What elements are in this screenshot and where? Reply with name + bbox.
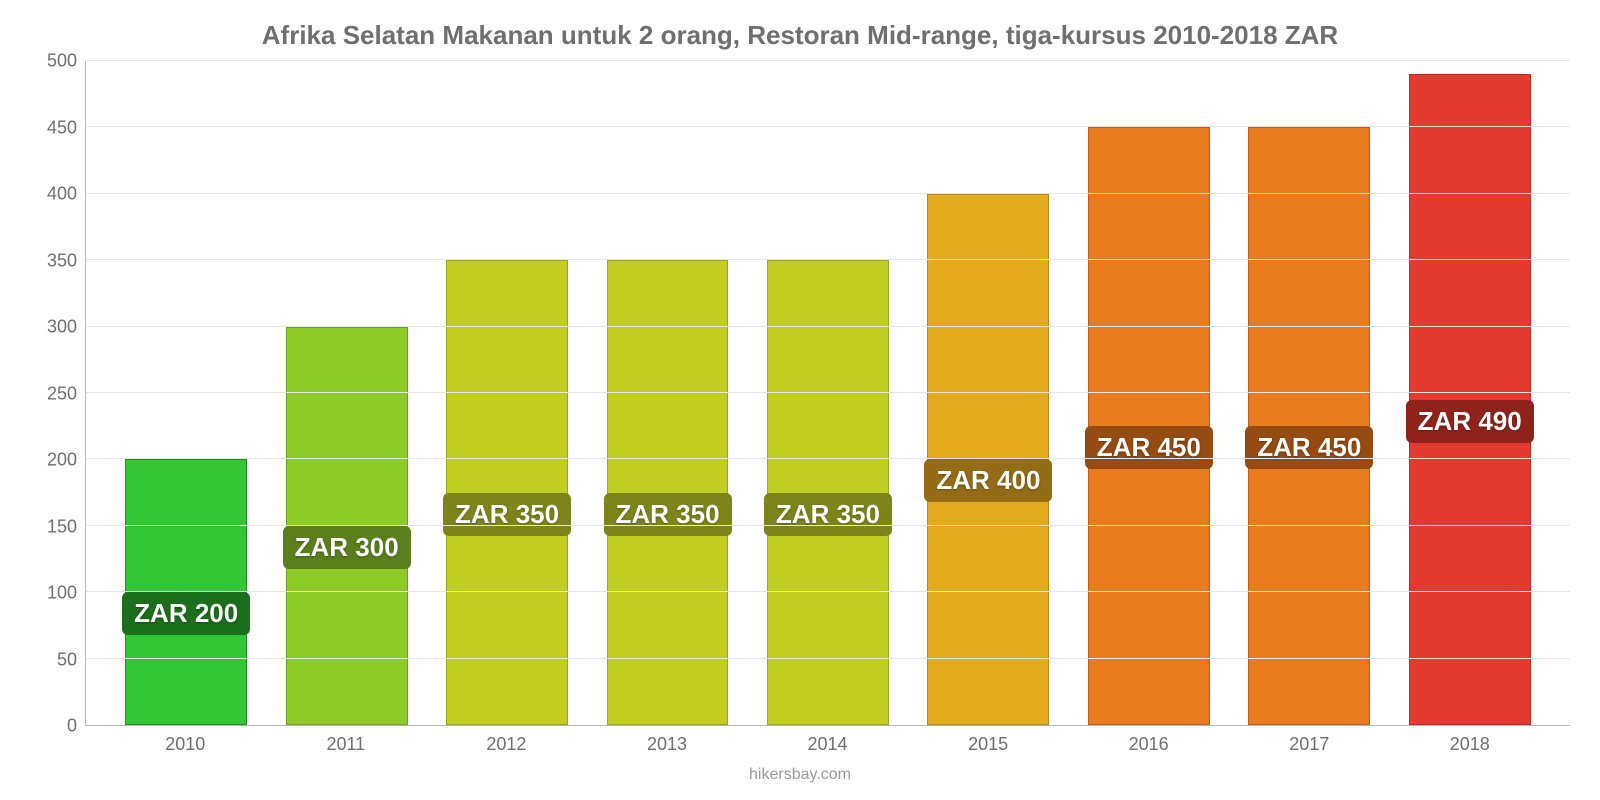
gridline [86,458,1570,459]
bar: ZAR 400 [927,194,1049,725]
x-tick-label: 2017 [1229,726,1390,766]
y-tick-label: 200 [47,450,77,471]
x-tick-label: 2014 [747,726,908,766]
bar-value-label: ZAR 450 [1245,426,1373,469]
y-axis: 050100150200250300350400450500 [30,61,85,726]
bar: ZAR 450 [1088,127,1210,725]
x-tick-label: 2018 [1390,726,1551,766]
y-tick-label: 150 [47,516,77,537]
gridline [86,326,1570,327]
bar-slot: ZAR 350 [748,61,908,725]
bar: ZAR 350 [607,260,729,725]
gridline [86,60,1570,61]
gridline [86,658,1570,659]
bar-value-label: ZAR 400 [924,459,1052,502]
y-tick-label: 350 [47,250,77,271]
bar: ZAR 490 [1409,74,1531,725]
bar-value-label: ZAR 450 [1085,426,1213,469]
x-tick-label: 2010 [105,726,266,766]
x-axis: 201020112012201320142015201620172018 [30,726,1570,766]
gridline [86,259,1570,260]
x-tick-label: 2016 [1068,726,1229,766]
chart-container: Afrika Selatan Makanan untuk 2 orang, Re… [0,0,1600,800]
y-tick-label: 400 [47,184,77,205]
x-tick-label: 2013 [587,726,748,766]
chart-footer: hikersbay.com [30,766,1570,790]
bar-value-label: ZAR 350 [764,493,892,536]
bar-slot: ZAR 490 [1390,61,1550,725]
plot-area: ZAR 200ZAR 300ZAR 350ZAR 350ZAR 350ZAR 4… [85,61,1570,726]
gridline [86,392,1570,393]
bar-value-label: ZAR 300 [283,526,411,569]
gridline [86,591,1570,592]
bar-value-label: ZAR 350 [603,493,731,536]
gridline [86,126,1570,127]
y-tick-label: 500 [47,51,77,72]
y-tick-label: 250 [47,383,77,404]
bar-slot: ZAR 200 [106,61,266,725]
bar-slot: ZAR 400 [908,61,1068,725]
bar: ZAR 350 [446,260,568,725]
bars-layer: ZAR 200ZAR 300ZAR 350ZAR 350ZAR 350ZAR 4… [86,61,1570,725]
bar-value-label: ZAR 350 [443,493,571,536]
bar-value-label: ZAR 200 [122,592,250,635]
x-tick-label: 2015 [908,726,1069,766]
y-tick-label: 300 [47,317,77,338]
gridline [86,525,1570,526]
bar-value-label: ZAR 490 [1406,400,1534,443]
y-tick-label: 0 [67,716,77,737]
y-tick-label: 450 [47,117,77,138]
y-tick-label: 100 [47,583,77,604]
y-tick-label: 50 [57,649,77,670]
bar-slot: ZAR 450 [1069,61,1229,725]
bar-slot: ZAR 450 [1229,61,1389,725]
bar: ZAR 200 [125,459,247,725]
x-tick-label: 2011 [266,726,427,766]
plot-row: 050100150200250300350400450500 ZAR 200ZA… [30,61,1570,726]
chart-title: Afrika Selatan Makanan untuk 2 orang, Re… [30,20,1570,51]
bar-slot: ZAR 300 [266,61,426,725]
gridline [86,193,1570,194]
bar: ZAR 450 [1248,127,1370,725]
bar-slot: ZAR 350 [587,61,747,725]
bar: ZAR 350 [767,260,889,725]
bar-slot: ZAR 350 [427,61,587,725]
x-tick-label: 2012 [426,726,587,766]
